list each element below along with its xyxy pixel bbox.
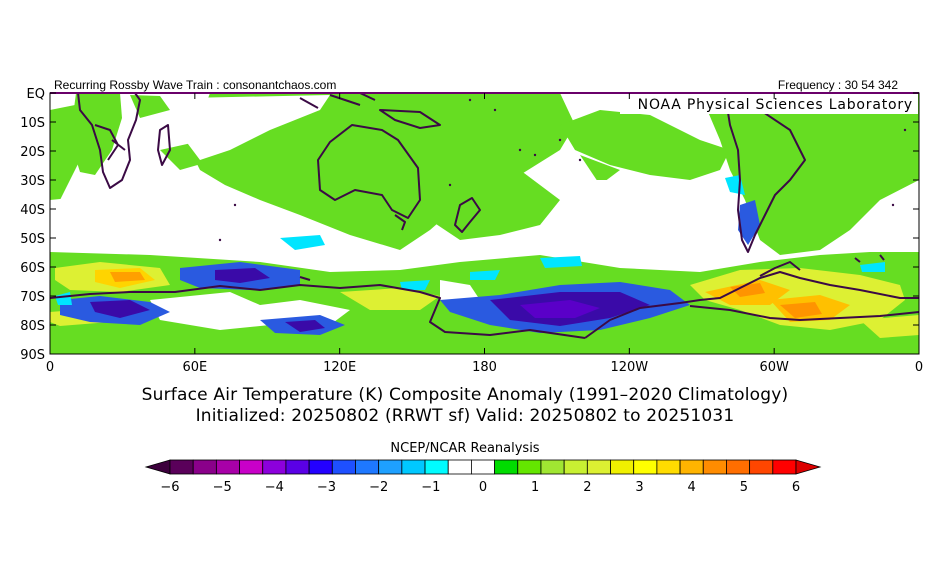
colorbar-label: −3 xyxy=(317,480,336,495)
colorbar-labels: −6 −5 −4 −3 −2 −1 0 1 2 3 4 5 6 xyxy=(160,480,800,495)
colorbar-label: 1 xyxy=(531,480,539,495)
shaded-field xyxy=(50,93,919,354)
colorbar-label: 5 xyxy=(740,480,748,495)
coastlines xyxy=(50,93,919,339)
lat-label: EQ xyxy=(27,87,45,102)
lat-label: 50S xyxy=(20,232,45,247)
lab-label-box xyxy=(620,94,918,114)
longitude-axis: 0 60E 120E 180 120W 60W 0 xyxy=(46,93,923,375)
colorbar-swatch xyxy=(424,459,449,475)
latitude-axis: EQ 10S 20S 30S 40S 50S 60S 70S 80S 90S xyxy=(20,87,919,363)
lat-label: 10S xyxy=(20,116,45,131)
colorbar-swatch xyxy=(471,459,495,475)
lon-label: 180 xyxy=(472,360,497,375)
colorbar-swatch xyxy=(308,459,333,475)
colorbar-swatch xyxy=(702,459,727,475)
colorbar-swatch xyxy=(285,459,310,475)
lat-label: 30S xyxy=(20,174,45,189)
colorbar-swatch xyxy=(355,459,380,475)
lon-label: 60E xyxy=(182,360,207,375)
colorbar-swatch xyxy=(679,459,704,475)
title-line-2: Initialized: 20250802 (RRWT sf) Valid: 2… xyxy=(195,406,735,426)
colorbar: −6 −5 −4 −3 −2 −1 0 1 2 3 4 5 6 xyxy=(144,459,822,495)
colorbar-label: 2 xyxy=(583,480,591,495)
lat-label: 70S xyxy=(20,290,45,305)
colorbar-label: 6 xyxy=(792,480,800,495)
lat-label: 60S xyxy=(20,261,45,276)
lon-label: 60W xyxy=(759,360,789,375)
frequency-text: Frequency : 30 54 342 xyxy=(777,78,898,92)
colorbar-label: 4 xyxy=(688,480,696,495)
colorbar-swatch xyxy=(772,459,797,475)
colorbar-swatch xyxy=(215,459,240,475)
colorbar-swatches xyxy=(144,459,822,475)
colorbar-swatch xyxy=(494,459,519,475)
colorbar-label: −6 xyxy=(160,480,179,495)
lat-label: 20S xyxy=(20,145,45,160)
colorbar-label: 0 xyxy=(479,480,487,495)
colorbar-swatch xyxy=(656,459,681,475)
lon-label: 120E xyxy=(323,360,356,375)
colorbar-label: 3 xyxy=(635,480,643,495)
colorbar-swatch xyxy=(726,459,751,475)
colorbar-label: −5 xyxy=(213,480,232,495)
lon-label: 0 xyxy=(46,360,54,375)
colorbar-swatch xyxy=(610,459,635,475)
lat-label: 80S xyxy=(20,319,45,334)
lat-label: 90S xyxy=(20,348,45,363)
colorbar-swatch xyxy=(540,459,565,475)
lab-label: NOAA Physical Sciences Laboratory xyxy=(638,97,913,113)
islands xyxy=(218,93,907,242)
colorbar-swatch xyxy=(169,459,194,475)
negative-regions xyxy=(60,200,760,335)
colorbar-label: −4 xyxy=(265,480,284,495)
colorbar-swatch xyxy=(192,459,217,475)
colorbar-arrow-right xyxy=(795,459,822,475)
colorbar-arrow-left xyxy=(144,459,171,475)
credit-text: Recurring Rossby Wave Train : consonantc… xyxy=(54,78,337,92)
colorbar-swatch xyxy=(378,459,403,475)
colorbar-swatch xyxy=(447,459,472,475)
colorbar-label: −1 xyxy=(421,480,440,495)
colorbar-swatch xyxy=(633,459,658,475)
colorbar-swatch xyxy=(239,459,264,475)
title-line-1: Surface Air Temperature (K) Composite An… xyxy=(141,385,789,405)
colorbar-swatch xyxy=(401,459,426,475)
colorbar-swatch xyxy=(563,459,588,475)
lon-label: 0 xyxy=(915,360,923,375)
colorbar-swatch xyxy=(331,459,356,475)
data-source: NCEP/NCAR Reanalysis xyxy=(390,441,540,456)
lon-label: 120W xyxy=(610,360,648,375)
colorbar-swatch xyxy=(517,459,542,475)
colorbar-swatch xyxy=(586,459,611,475)
colorbar-label: −2 xyxy=(369,480,388,495)
lat-label: 40S xyxy=(20,203,45,218)
colorbar-swatch xyxy=(262,459,287,475)
colorbar-swatch xyxy=(749,459,774,475)
